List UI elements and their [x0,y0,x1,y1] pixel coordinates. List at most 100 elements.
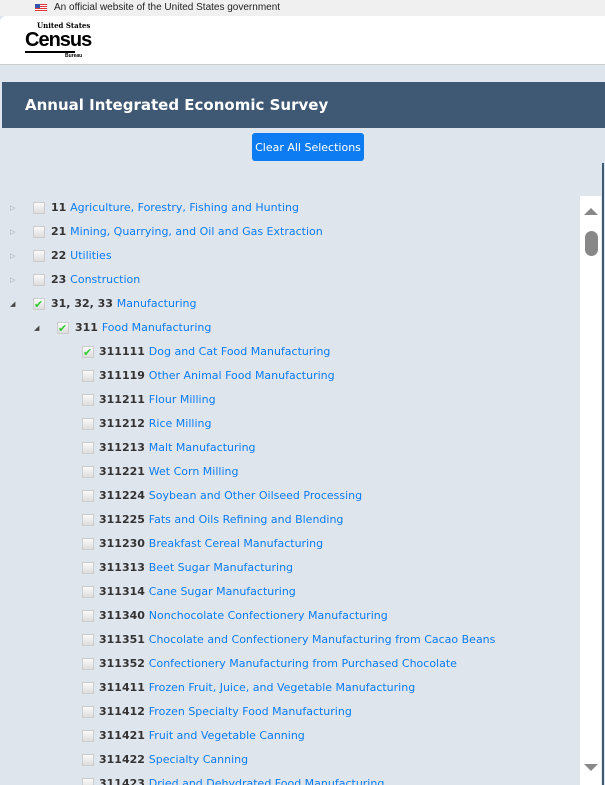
tree-item[interactable]: ▷ 11 Agriculture, Forestry, Fishing and H… [0,196,580,220]
checkbox[interactable] [82,394,94,406]
naics-code: 31, 32, 33 [51,297,113,310]
tree-item[interactable]: 311211 Flour Milling [0,388,580,412]
checkbox[interactable] [82,586,94,598]
item-link[interactable]: Rice Milling [148,417,212,430]
tree-item[interactable]: 311352 Confectionery Manufacturing from … [0,652,580,676]
tree-item[interactable]: 311230 Breakfast Cereal Manufacturing [0,532,580,556]
item-link[interactable]: Fruit and Vegetable Canning [148,729,305,742]
tree-item-text: 31, 32, 33 Manufacturing [51,292,196,316]
tree-item[interactable]: 311351 Chocolate and Confectionery Manuf… [0,628,580,652]
item-link[interactable]: Mining, Quarrying, and Oil and Gas Extra… [70,225,323,238]
item-link[interactable]: Fats and Oils Refining and Blending [148,513,344,526]
checkbox[interactable] [82,490,94,502]
checkbox[interactable] [82,341,94,365]
checkbox[interactable] [82,538,94,550]
checkbox[interactable] [82,562,94,574]
scroll-up-arrow-icon[interactable] [584,208,598,215]
checkbox[interactable] [82,466,94,478]
checkbox[interactable] [82,658,94,670]
checkbox[interactable] [82,610,94,622]
checkbox[interactable] [82,706,94,718]
tree-item[interactable]: ▷ 21 Mining, Quarrying, and Oil and Gas E… [0,220,580,244]
item-link[interactable]: Agriculture, Forestry, Fishing and Hunti… [70,201,299,214]
scroll-down-arrow-icon[interactable] [584,764,598,771]
item-link[interactable]: Chocolate and Confectionery Manufacturin… [148,633,496,646]
item-link[interactable]: Other Animal Food Manufacturing [148,369,335,382]
tree-item-text: 311313 Beet Sugar Manufacturing [99,556,293,580]
collapsed-triangle-icon[interactable]: ▷ [10,204,16,212]
checkbox[interactable] [82,370,94,382]
item-link[interactable]: Dried and Dehydrated Food Manufacturing [148,777,385,785]
expanded-triangle-icon[interactable]: ◢ [34,324,40,332]
checkbox[interactable] [57,317,69,341]
logo-line-census: Census [25,29,92,51]
item-link[interactable]: Confectionery Manufacturing from Purchas… [148,657,457,670]
clear-all-selections-button[interactable]: Clear All Selections [252,133,364,161]
tree-item-text: 311221 Wet Corn Milling [99,460,238,484]
collapsed-triangle-icon[interactable]: ▷ [10,276,16,284]
tree-item[interactable]: 311340 Nonchocolate Confectionery Manufa… [0,604,580,628]
naics-code: 311221 [99,465,145,478]
checkbox[interactable] [82,442,94,454]
tree-item[interactable]: 311412 Frozen Specialty Food Manufacturi… [0,700,580,724]
checkbox[interactable] [82,418,94,430]
naics-code: 311 [75,321,98,334]
gov-banner: An official website of the United States… [0,0,605,16]
item-link[interactable]: Manufacturing [116,297,197,310]
tree-item[interactable]: ▷ 22 Utilities [0,244,580,268]
item-link[interactable]: Flour Milling [148,393,216,406]
item-link[interactable]: Dog and Cat Food Manufacturing [148,345,331,358]
item-link[interactable]: Specialty Canning [148,753,249,766]
item-link[interactable]: Soybean and Other Oilseed Processing [148,489,363,502]
checkbox[interactable] [82,514,94,526]
tree-item-text: 311352 Confectionery Manufacturing from … [99,652,457,676]
tree-item[interactable]: 311212 Rice Milling [0,412,580,436]
checkbox[interactable] [33,250,45,262]
tree-item[interactable]: 311111 Dog and Cat Food Manufacturing [0,340,580,365]
tree-item[interactable]: ▷ 23 Construction [0,268,580,292]
item-link[interactable]: Beet Sugar Manufacturing [148,561,294,574]
tree-item[interactable]: 311225 Fats and Oils Refining and Blendi… [0,508,580,532]
item-link[interactable]: Nonchocolate Confectionery Manufacturing [148,609,388,622]
checkbox[interactable] [33,293,45,317]
item-link[interactable]: Construction [70,273,141,286]
item-link[interactable]: Breakfast Cereal Manufacturing [148,537,324,550]
item-link[interactable]: Malt Manufacturing [148,441,256,454]
tree-item[interactable]: 311119 Other Animal Food Manufacturing [0,364,580,388]
tree-item[interactable]: 311423 Dried and Dehydrated Food Manufac… [0,772,580,785]
item-link[interactable]: Utilities [70,249,112,262]
tree-item[interactable]: 311221 Wet Corn Milling [0,460,580,484]
tree-item[interactable]: 311224 Soybean and Other Oilseed Process… [0,484,580,508]
checkbox[interactable] [33,274,45,286]
tree-item-text: 311423 Dried and Dehydrated Food Manufac… [99,772,384,785]
item-link[interactable]: Wet Corn Milling [148,465,239,478]
checkbox[interactable] [82,634,94,646]
checkbox[interactable] [82,754,94,766]
expanded-triangle-icon[interactable]: ◢ [10,300,16,308]
tree-item[interactable]: ◢ 311 Food Manufacturing [0,316,580,341]
tree-item[interactable]: 311421 Fruit and Vegetable Canning [0,724,580,748]
tree-item[interactable]: 311422 Specialty Canning [0,748,580,772]
tree-scrollbar[interactable] [580,196,601,785]
naics-code: 21 [51,225,67,238]
tree-item-text: 311411 Frozen Fruit, Juice, and Vegetabl… [99,676,415,700]
census-logo[interactable]: United States Census Bureau [25,22,95,59]
item-link[interactable]: Frozen Specialty Food Manufacturing [148,705,352,718]
scroll-thumb[interactable] [585,231,598,256]
checkbox[interactable] [82,730,94,742]
tree-item[interactable]: 311313 Beet Sugar Manufacturing [0,556,580,580]
checkbox[interactable] [82,778,94,785]
naics-code: 311411 [99,681,145,694]
item-link[interactable]: Food Manufacturing [101,321,212,334]
tree-item[interactable]: 311314 Cane Sugar Manufacturing [0,580,580,604]
checkbox[interactable] [33,226,45,238]
collapsed-triangle-icon[interactable]: ▷ [10,228,16,236]
checkbox[interactable] [33,202,45,214]
tree-item[interactable]: 311213 Malt Manufacturing [0,436,580,460]
tree-item[interactable]: 311411 Frozen Fruit, Juice, and Vegetabl… [0,676,580,700]
item-link[interactable]: Cane Sugar Manufacturing [148,585,296,598]
item-link[interactable]: Frozen Fruit, Juice, and Vegetable Manuf… [148,681,416,694]
collapsed-triangle-icon[interactable]: ▷ [10,252,16,260]
tree-item[interactable]: ◢ 31, 32, 33 Manufacturing [0,292,580,317]
checkbox[interactable] [82,682,94,694]
